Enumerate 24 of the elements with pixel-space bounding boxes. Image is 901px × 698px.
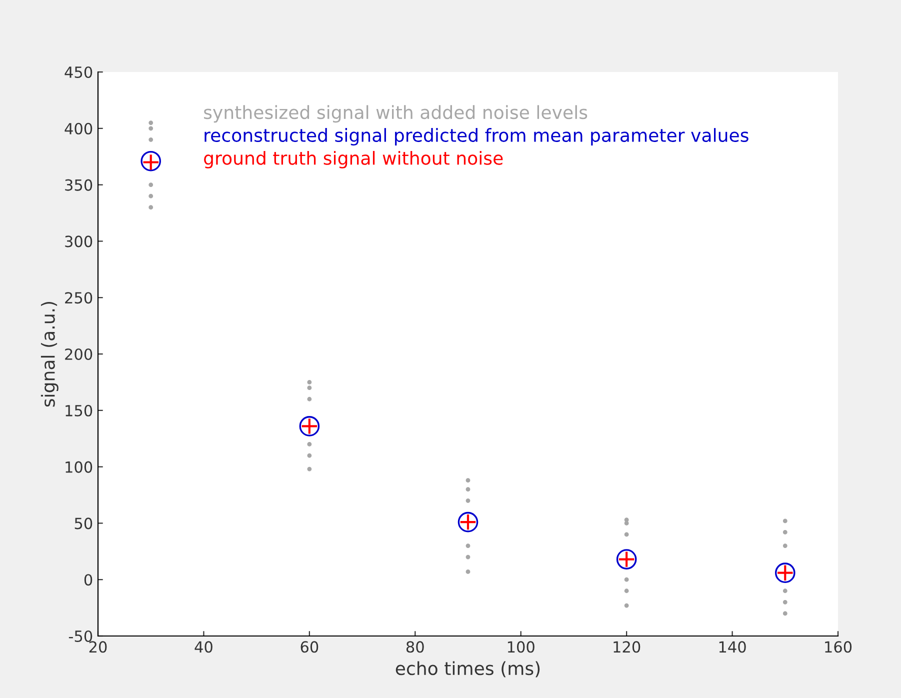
x-tick-label: 120 bbox=[614, 641, 640, 653]
x-axis-title: echo times (ms) bbox=[396, 661, 540, 678]
y-tick-label: 250 bbox=[65, 292, 92, 304]
y-tick-label: 450 bbox=[64, 66, 92, 78]
x-tick-label: 20 bbox=[89, 641, 107, 653]
y-tick-label: 0 bbox=[84, 574, 92, 586]
x-tick-label: 80 bbox=[406, 641, 424, 653]
x-tick-label: 100 bbox=[508, 641, 534, 653]
y-tick-label: -50 bbox=[68, 630, 92, 642]
text: ground truth signal without noise bbox=[204, 150, 503, 168]
x-tick-label: 140 bbox=[719, 641, 746, 653]
x-tick-label: 60 bbox=[300, 641, 318, 653]
y-tick-label: 50 bbox=[74, 518, 92, 530]
x-tick-label: 40 bbox=[194, 641, 212, 653]
y-tick-label: 200 bbox=[65, 348, 92, 360]
text: synthesized signal with added noise levels bbox=[204, 105, 588, 123]
y-tick-label: 400 bbox=[64, 122, 92, 134]
x-tick-label: 160 bbox=[825, 641, 852, 653]
y-axis-title: signal (a.u.) bbox=[40, 302, 58, 407]
y-tick-label: 300 bbox=[65, 236, 92, 248]
y-tick-label: 150 bbox=[66, 404, 92, 416]
text: reconstructed signal predicted from mean parameter values bbox=[204, 128, 748, 146]
y-tick-label: 100 bbox=[66, 461, 92, 473]
y-tick-label: 350 bbox=[65, 179, 92, 191]
